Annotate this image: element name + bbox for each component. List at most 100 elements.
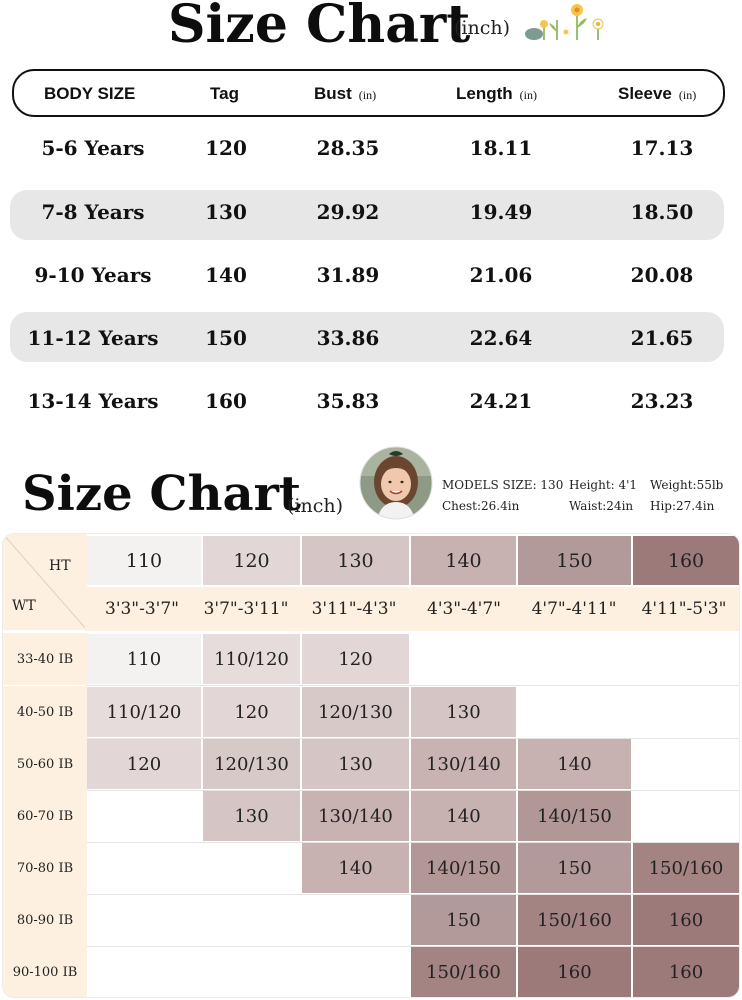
- size-cell: 120: [87, 739, 201, 789]
- ht-size-header: 140: [411, 536, 516, 585]
- size-cell: 130/140: [411, 739, 516, 789]
- row-divider: [86, 842, 739, 843]
- corner-diagonal: [3, 534, 87, 630]
- size-cell-length: 24.21: [469, 389, 533, 413]
- size-cell: 130/140: [302, 791, 409, 841]
- size-cell-tag: 120: [205, 136, 247, 160]
- size-cell: 110: [87, 634, 201, 684]
- size-cell: 150/160: [518, 895, 631, 945]
- size-cell-tag: 160: [205, 389, 247, 413]
- size-cell-length: 22.64: [469, 326, 533, 350]
- size-cell-tag: 140: [205, 263, 247, 287]
- height-range: 3'7"-3'11": [203, 599, 289, 619]
- size-cell-tag: 150: [205, 326, 247, 350]
- weight-range: 50-60 IB: [3, 738, 87, 790]
- height-range: 3'11"-4'3": [311, 599, 397, 619]
- size-cell: 150: [518, 843, 631, 893]
- row-divider: [86, 738, 739, 739]
- wt-label: WT: [12, 598, 36, 614]
- ht-size-header: 150: [518, 536, 631, 585]
- size-cell: 120: [302, 634, 409, 684]
- model-weight: Weight:55lb: [650, 478, 724, 492]
- size-cell: 140: [411, 791, 516, 841]
- model-chart-unit: (inch): [287, 495, 344, 517]
- size-cell: 110/120: [87, 687, 201, 737]
- weight-range: 60-70 IB: [3, 790, 87, 842]
- grid-corner: HT WT: [3, 534, 87, 630]
- row-divider: [86, 685, 739, 686]
- size-cell: 110/120: [203, 634, 300, 684]
- header-sleeve: Sleeve (in): [618, 84, 697, 103]
- size-cell-bust: 35.83: [316, 389, 380, 413]
- size-cell-sleeve: 23.23: [630, 389, 694, 413]
- height-range: 4'11"-5'3": [641, 599, 727, 619]
- size-cell: 160: [518, 947, 631, 997]
- height-range: 3'3"-3'7": [105, 599, 179, 619]
- size-cell-bust: 29.92: [316, 200, 380, 224]
- weight-range: 80-90 IB: [3, 894, 87, 946]
- size-cell-length: 19.49: [469, 200, 533, 224]
- size-cell: 120/130: [203, 739, 300, 789]
- size-cell-length: 21.06: [469, 263, 533, 287]
- size-cell: 140/150: [411, 843, 516, 893]
- header-length: Length (in): [456, 84, 537, 103]
- size-cell-sleeve: 18.50: [630, 200, 694, 224]
- model-chart-title: Size Chart: [22, 466, 302, 522]
- model-waist: Waist:24in: [569, 499, 634, 513]
- size-cell: 140: [518, 739, 631, 789]
- size-cell: 140/150: [518, 791, 631, 841]
- size-cell: 120: [203, 687, 300, 737]
- row-divider: [86, 790, 739, 791]
- size-cell-sleeve: 20.08: [630, 263, 694, 287]
- size-cell: 120/130: [302, 687, 409, 737]
- row-divider: [86, 894, 739, 895]
- header-row-outline: [12, 69, 725, 117]
- weight-range: 33-40 IB: [3, 633, 87, 685]
- size-cell: 130: [203, 791, 300, 841]
- height-range: 4'7"-4'11": [531, 599, 617, 619]
- size-cell-body: 5-6 Years: [41, 136, 145, 160]
- header-body-size: BODY SIZE: [44, 84, 136, 103]
- size-cell-bust: 31.89: [316, 263, 380, 287]
- size-chart-unit: (inch): [454, 17, 511, 39]
- size-cell-sleeve: 17.13: [630, 136, 694, 160]
- model-avatar: [359, 446, 433, 520]
- size-cell: 130: [411, 687, 516, 737]
- model-height: Height: 4'1: [569, 478, 638, 492]
- size-cell: 160: [633, 947, 739, 997]
- size-cell-sleeve: 21.65: [630, 326, 694, 350]
- size-cell: 150/160: [411, 947, 516, 997]
- weight-range: 40-50 IB: [3, 686, 87, 738]
- size-cell: 150: [411, 895, 516, 945]
- ht-size-header: 120: [203, 536, 300, 585]
- ht-size-header: 130: [302, 536, 409, 585]
- size-cell: 160: [633, 895, 739, 945]
- size-cell: 150/160: [633, 843, 739, 893]
- ht-size-header: 110: [87, 536, 201, 585]
- size-cell-length: 18.11: [469, 136, 533, 160]
- header-tag: Tag: [210, 84, 239, 103]
- size-cell-bust: 33.86: [316, 326, 380, 350]
- row-divider: [86, 946, 739, 947]
- size-cell-body: 7-8 Years: [41, 200, 145, 224]
- size-cell-body: 13-14 Years: [27, 389, 159, 413]
- model-chest: Chest:26.4in: [442, 499, 520, 513]
- row-shade: [10, 312, 724, 362]
- size-grid: HT WT 110 120 130 140 150 160 3'3"-3'7" 3'7"-3'…: [2, 533, 740, 998]
- weight-range: 90-100 IB: [3, 946, 87, 997]
- size-cell-tag: 130: [205, 200, 247, 224]
- size-cell: 140: [302, 843, 409, 893]
- size-cell: 130: [302, 739, 409, 789]
- row-shade: [10, 190, 724, 240]
- size-cell-body: 9-10 Years: [34, 263, 152, 287]
- size-cell-bust: 28.35: [316, 136, 380, 160]
- header-bust: Bust (in): [314, 84, 377, 103]
- flowers-icon: [525, 4, 604, 40]
- size-chart-title: Size Chart: [168, 0, 471, 55]
- model-size: MODELS SIZE: 130: [442, 478, 564, 492]
- height-range: 4'3"-4'7": [427, 599, 501, 619]
- weight-range: 70-80 IB: [3, 842, 87, 894]
- model-hip: Hip:27.4in: [650, 499, 715, 513]
- height-row-bg: [85, 587, 739, 631]
- ht-size-header: 160: [633, 536, 739, 585]
